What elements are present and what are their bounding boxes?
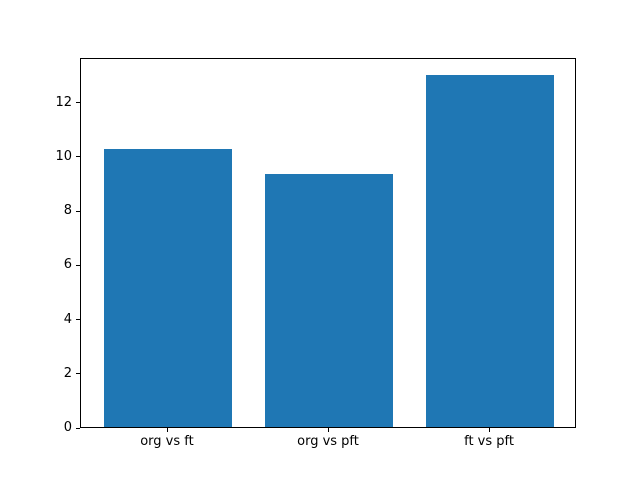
x-tick-mark [489,428,491,432]
bar-org-vs-pft [264,173,394,427]
bar-ft-vs-pft [425,74,555,427]
x-tick-mark [328,428,329,432]
y-tick-mark [76,373,80,375]
x-tick-label: ft vs pft [464,434,514,449]
y-tick-mark [76,319,80,321]
x-tick-mark [166,428,168,432]
plot-area [80,58,576,428]
y-tick-label: 8 [63,203,72,219]
x-tick-label: org vs pft [297,434,359,449]
y-tick-mark [76,427,80,429]
bar-org-vs-ft [103,149,233,427]
y-tick-label: 12 [55,94,72,110]
x-tick-label: org vs ft [140,434,194,449]
y-tick-mark [76,156,80,158]
y-tick-label: 10 [55,148,72,164]
y-tick-label: 6 [63,257,72,273]
y-tick-label: 2 [63,365,72,381]
y-tick-label: 4 [63,311,72,327]
y-tick-mark [76,210,80,212]
y-tick-mark [76,264,80,266]
y-tick-mark [76,102,80,104]
y-tick-label: 0 [63,420,72,435]
